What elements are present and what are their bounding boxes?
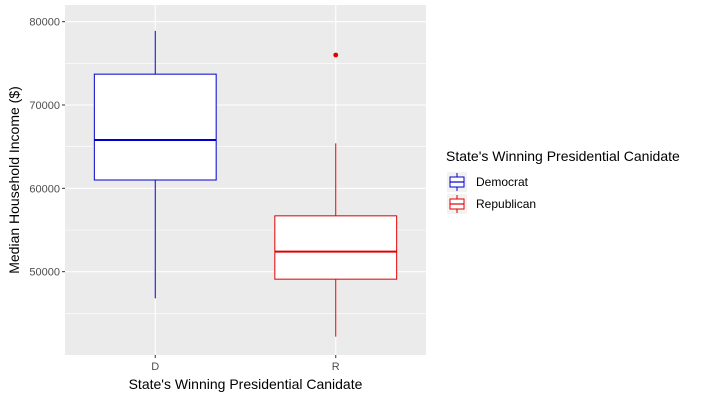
legend-label: Democrat [476, 175, 529, 189]
y-axis-title: Median Household Income ($) [6, 86, 22, 274]
y-tick-label: 50000 [29, 267, 60, 279]
legend: State's Winning Presidential Canidate De… [446, 148, 680, 214]
legend-title: State's Winning Presidential Canidate [446, 148, 680, 164]
outlier-point [333, 52, 339, 58]
iqr-box [93, 73, 217, 181]
legend-key-democrat: Democrat [447, 172, 529, 192]
iqr-box [274, 215, 398, 280]
y-tick-label: 80000 [29, 17, 60, 29]
legend-keys: Democrat Republican [447, 172, 536, 214]
legend-label: Republican [476, 197, 536, 211]
legend-key-republican: Republican [447, 194, 536, 214]
y-tick-label: 60000 [29, 183, 60, 195]
box-d [93, 30, 217, 299]
y-tick-label: 70000 [29, 100, 60, 112]
box-r [274, 52, 398, 337]
y-axis-ticks: 50000 60000 70000 80000 [29, 17, 65, 279]
x-tick-label: D [151, 361, 159, 373]
boxes [93, 30, 398, 337]
x-axis-title: State's Winning Presidential Canidate [129, 376, 363, 392]
x-tick-label: R [332, 361, 340, 373]
